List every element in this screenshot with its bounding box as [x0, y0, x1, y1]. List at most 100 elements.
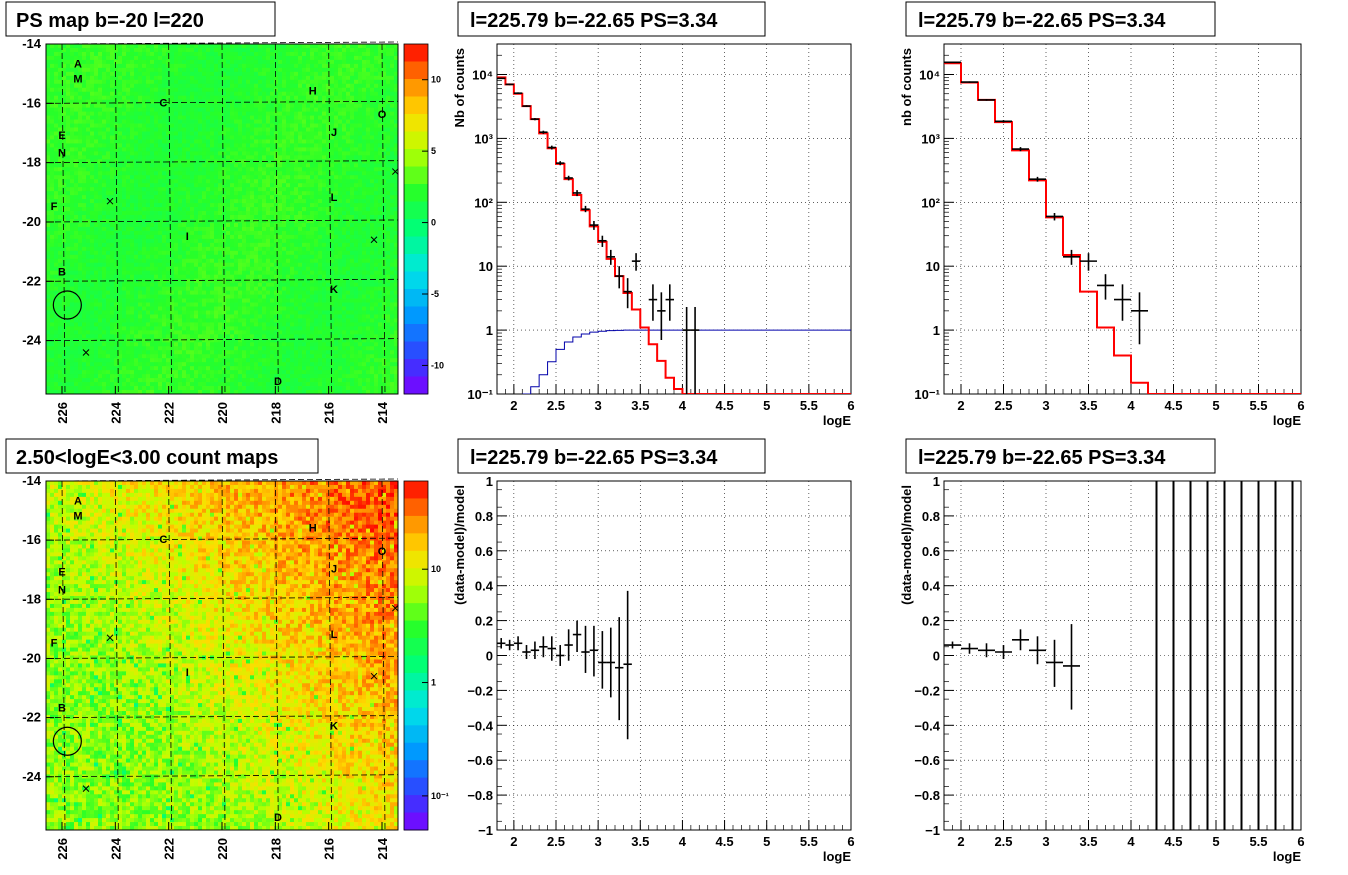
- map-cell: [138, 203, 143, 208]
- map-cell: [158, 139, 163, 144]
- map-cell: [322, 67, 327, 73]
- map-cell: [194, 115, 199, 120]
- map-cell: [86, 123, 91, 128]
- map-cell: [294, 127, 299, 132]
- map-cell: [250, 67, 255, 73]
- map-cell: [302, 139, 307, 144]
- map-cell: [314, 107, 319, 113]
- map-cell: [158, 123, 163, 128]
- map-cell: [134, 222, 139, 228]
- map-cell: [174, 63, 179, 69]
- map-cell: [166, 211, 171, 216]
- map-cell: [74, 131, 79, 136]
- map-cell: [258, 234, 263, 240]
- map-cell: [378, 127, 383, 132]
- map-cell: [74, 87, 79, 93]
- map-cell: [314, 55, 319, 61]
- map-cell: [346, 51, 351, 57]
- map-cell: [306, 195, 311, 200]
- map-cell: [390, 246, 395, 252]
- map-cell: [322, 175, 327, 180]
- map-cell: [146, 199, 151, 204]
- map-cell: [286, 135, 291, 140]
- map-cell: [270, 79, 275, 85]
- map-cell: [342, 87, 347, 93]
- map-cell: [286, 226, 291, 232]
- map-cell: [290, 230, 295, 236]
- map-cell: [186, 47, 191, 53]
- map-cell: [86, 115, 91, 120]
- map-cell: [98, 123, 103, 128]
- map-cell: [146, 91, 151, 97]
- map-cell: [326, 219, 331, 224]
- map-cell: [250, 183, 255, 188]
- map-cell: [98, 51, 103, 57]
- map-cell: [134, 95, 139, 101]
- map-cell: [374, 254, 379, 260]
- map-cell: [242, 127, 247, 132]
- map-cell: [322, 151, 327, 156]
- map-cell: [370, 103, 375, 109]
- map-cell: [230, 207, 235, 212]
- map-cell: [346, 250, 351, 256]
- map-cell: [206, 107, 211, 113]
- map-cell: [342, 215, 347, 220]
- map-cell: [166, 187, 171, 192]
- map-cell: [46, 55, 51, 61]
- map-cell: [354, 215, 359, 220]
- map-cell: [78, 222, 83, 228]
- map-cell: [242, 75, 247, 81]
- map-cell: [230, 215, 235, 220]
- map-cell: [202, 47, 207, 53]
- map-cell: [158, 199, 163, 204]
- map-cell: [46, 250, 51, 256]
- map-cell: [270, 187, 275, 192]
- map-cell: [86, 99, 91, 105]
- map-cell: [290, 131, 295, 136]
- map-cell: [282, 230, 287, 236]
- map-cell: [346, 147, 351, 152]
- map-cell: [166, 127, 171, 132]
- map-cell: [298, 95, 303, 101]
- map-cell: [226, 87, 231, 93]
- map-cell: [214, 187, 219, 192]
- map-cell: [58, 234, 63, 240]
- map-cell: [50, 207, 55, 212]
- map-cell: [166, 163, 171, 168]
- map-cell: [94, 258, 99, 264]
- map-cell: [326, 163, 331, 168]
- map-cell: [218, 44, 223, 49]
- map-cell: [374, 250, 379, 256]
- map-cell: [394, 159, 399, 164]
- map-cell: [394, 99, 399, 105]
- map-cell: [394, 155, 399, 160]
- map-cell: [358, 115, 363, 120]
- map-cell: [214, 127, 219, 132]
- map-cell: [170, 91, 175, 97]
- map-cell: [46, 195, 51, 200]
- map-cell: [146, 131, 151, 136]
- map-cell: [326, 103, 331, 109]
- map-cell: [158, 119, 163, 124]
- map-cell: [338, 131, 343, 136]
- map-cell: [354, 55, 359, 61]
- map-cell: [178, 127, 183, 132]
- map-cell: [390, 143, 395, 148]
- map-cell: [286, 266, 291, 272]
- map-cell: [186, 226, 191, 232]
- map-cell: [330, 67, 335, 73]
- map-cell: [86, 44, 91, 49]
- map-cell: [150, 167, 155, 172]
- map-cell: [154, 79, 159, 85]
- map-cell: [362, 115, 367, 120]
- map-cell: [262, 226, 267, 232]
- map-cell: [358, 171, 363, 176]
- map-cell: [290, 258, 295, 264]
- map-cell: [54, 246, 59, 252]
- map-cell: [374, 143, 379, 148]
- map-cell: [386, 262, 391, 268]
- map-cell: [138, 262, 143, 268]
- map-cell: [94, 226, 99, 232]
- map-cell: [250, 163, 255, 168]
- map-cell: [162, 187, 167, 192]
